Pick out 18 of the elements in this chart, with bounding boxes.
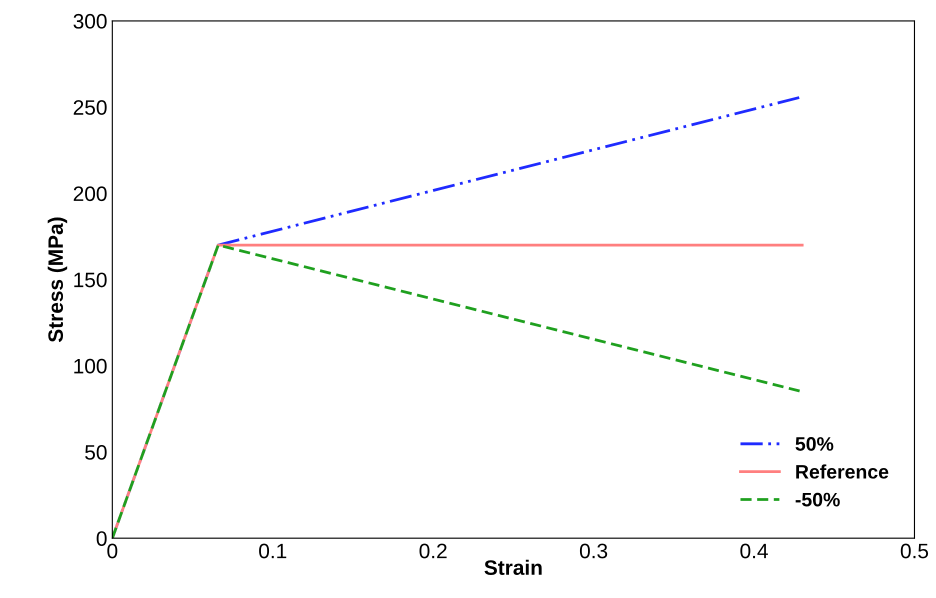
x-tick-label: 0.3 (580, 544, 608, 558)
y-tick-label: 100 (74, 358, 107, 374)
y-axis-title: Stress (MPa) (48, 218, 68, 342)
x-tick-label: 0 (107, 544, 118, 558)
legend-label: Reference (796, 464, 888, 479)
x-tick-label: 0.4 (740, 544, 768, 558)
y-tick-label: 50 (85, 444, 107, 460)
y-tick-label: 200 (74, 186, 107, 202)
y-tick-label: 150 (74, 272, 107, 288)
y-tick-label: 300 (73, 14, 107, 29)
x-tick-label: 0.2 (420, 544, 447, 558)
x-tick-label: 0.5 (900, 544, 928, 558)
x-axis-title: Strain (484, 560, 542, 576)
legend-label: 50% (796, 437, 834, 451)
legend-label: -50% (796, 492, 840, 507)
y-tick-label: 250 (74, 100, 107, 115)
x-tick-label: 0.1 (259, 544, 286, 558)
y-tick-label: 0 (96, 531, 107, 546)
